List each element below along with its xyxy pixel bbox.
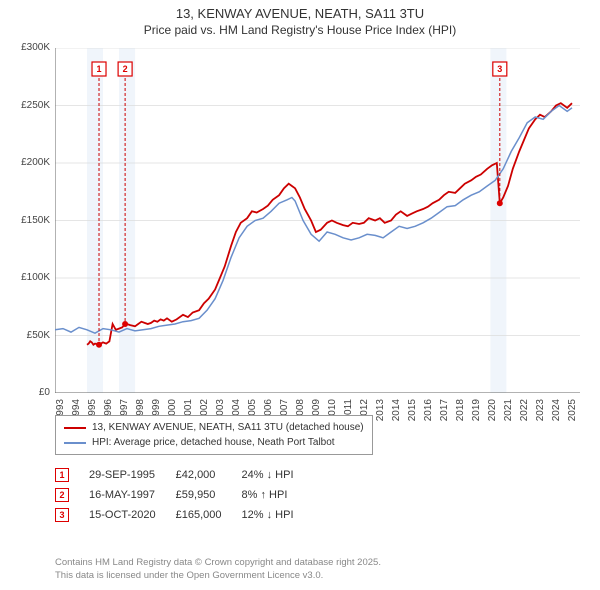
legend-label: 13, KENWAY AVENUE, NEATH, SA11 3TU (deta… <box>92 420 364 435</box>
sales-table: 1 29-SEP-1995 £42,000 24% ↓ HPI 2 16-MAY… <box>55 465 314 525</box>
x-tick-label: 2019 <box>471 399 482 434</box>
y-tick-label: £200K <box>0 157 50 168</box>
sale-date: 15-OCT-2020 <box>89 505 176 525</box>
sale-price: £59,950 <box>176 485 242 505</box>
sale-delta: 8% ↑ HPI <box>242 485 314 505</box>
sale-delta: 12% ↓ HPI <box>242 505 314 525</box>
table-row: 1 29-SEP-1995 £42,000 24% ↓ HPI <box>55 465 314 485</box>
chart-title: 13, KENWAY AVENUE, NEATH, SA11 3TU Price… <box>0 0 600 38</box>
title-address: 13, KENWAY AVENUE, NEATH, SA11 3TU <box>0 6 600 23</box>
y-tick-label: £300K <box>0 42 50 53</box>
y-tick-label: £150K <box>0 215 50 226</box>
legend-swatch <box>64 427 86 429</box>
svg-text:3: 3 <box>497 64 502 74</box>
table-row: 3 15-OCT-2020 £165,000 12% ↓ HPI <box>55 505 314 525</box>
svg-text:1: 1 <box>97 64 102 74</box>
legend-swatch <box>64 442 86 444</box>
y-tick-label: £50K <box>0 330 50 341</box>
sale-date: 29-SEP-1995 <box>89 465 176 485</box>
y-tick-label: £100K <box>0 272 50 283</box>
y-tick-label: £0 <box>0 387 50 398</box>
x-tick-label: 2018 <box>455 399 466 434</box>
table-row: 2 16-MAY-1997 £59,950 8% ↑ HPI <box>55 485 314 505</box>
title-subtitle: Price paid vs. HM Land Registry's House … <box>0 23 600 39</box>
footer-attribution: Contains HM Land Registry data © Crown c… <box>55 557 381 582</box>
sale-marker-icon: 1 <box>55 468 69 482</box>
chart-svg: 1 2 3 <box>55 48 580 393</box>
x-tick-label: 2015 <box>407 399 418 434</box>
sale-date: 16-MAY-1997 <box>89 485 176 505</box>
x-tick-label: 2021 <box>503 399 514 434</box>
x-tick-label: 2013 <box>375 399 386 434</box>
y-tick-label: £250K <box>0 100 50 111</box>
legend: 13, KENWAY AVENUE, NEATH, SA11 3TU (deta… <box>55 415 373 455</box>
x-tick-label: 2023 <box>535 399 546 434</box>
sale-marker-icon: 2 <box>55 488 69 502</box>
legend-row: 13, KENWAY AVENUE, NEATH, SA11 3TU (deta… <box>64 420 364 435</box>
x-tick-label: 2022 <box>519 399 530 434</box>
svg-text:2: 2 <box>123 64 128 74</box>
footer-line: Contains HM Land Registry data © Crown c… <box>55 557 381 569</box>
sale-delta: 24% ↓ HPI <box>242 465 314 485</box>
x-tick-label: 2025 <box>567 399 578 434</box>
chart-area: 1 2 3 <box>55 48 580 393</box>
footer-line: This data is licensed under the Open Gov… <box>55 570 381 582</box>
x-tick-label: 2014 <box>391 399 402 434</box>
sale-price: £42,000 <box>176 465 242 485</box>
x-tick-label: 2016 <box>423 399 434 434</box>
x-tick-label: 2020 <box>487 399 498 434</box>
legend-label: HPI: Average price, detached house, Neat… <box>92 435 335 450</box>
x-tick-label: 2024 <box>551 399 562 434</box>
legend-row: HPI: Average price, detached house, Neat… <box>64 435 364 450</box>
x-tick-label: 2017 <box>439 399 450 434</box>
sale-price: £165,000 <box>176 505 242 525</box>
sale-marker-icon: 3 <box>55 508 69 522</box>
